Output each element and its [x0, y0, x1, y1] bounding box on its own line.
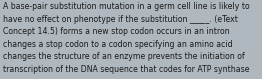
Text: changes the structure of an enzyme prevents the initiation of: changes the structure of an enzyme preve… [3, 52, 245, 61]
Text: changes a stop codon to a codon specifying an amino acid: changes a stop codon to a codon specifyi… [3, 40, 233, 49]
Text: A base-pair substitution mutation in a germ cell line is likely to: A base-pair substitution mutation in a g… [3, 2, 250, 11]
Text: Concept 14.5) forms a new stop codon occurs in an intron: Concept 14.5) forms a new stop codon occ… [3, 27, 230, 36]
Text: have no effect on phenotype if the substitution _____. (eText: have no effect on phenotype if the subst… [3, 15, 238, 24]
Text: transcription of the DNA sequence that codes for ATP synthase: transcription of the DNA sequence that c… [3, 65, 250, 74]
